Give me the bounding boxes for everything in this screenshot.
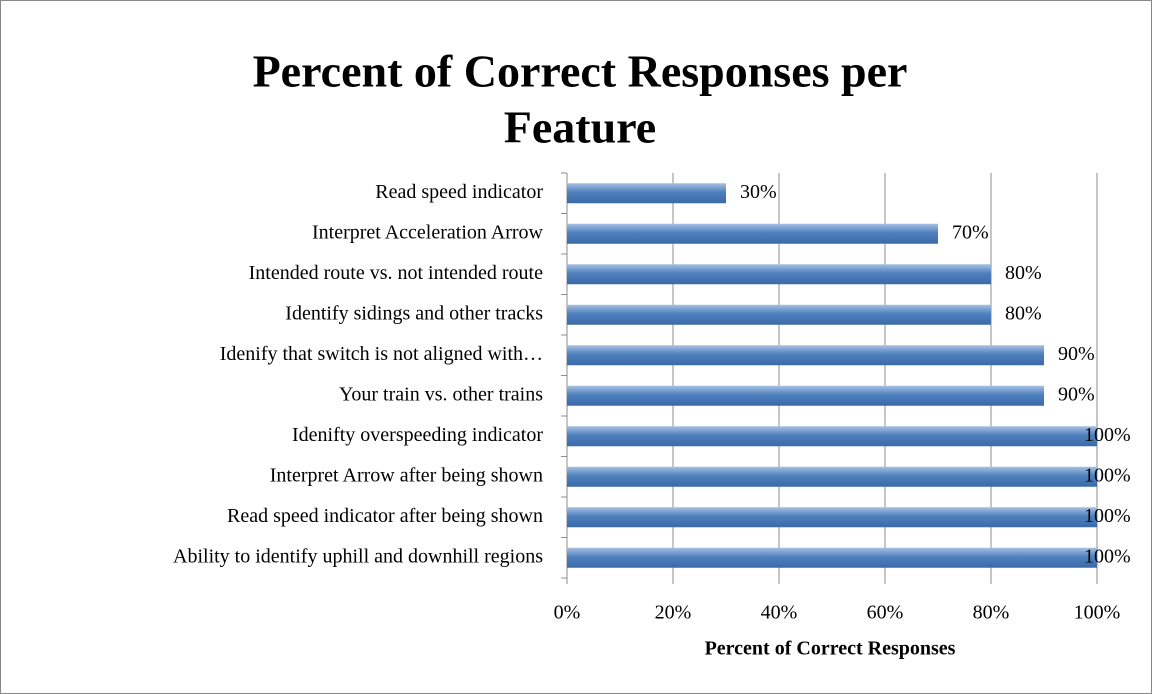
bar — [567, 264, 991, 285]
data-label: 100% — [1084, 545, 1131, 567]
data-label: 80% — [1005, 262, 1042, 284]
bar — [567, 507, 1097, 528]
y-tick-label: Idenify that switch is not aligned with… — [220, 343, 543, 365]
bar — [567, 223, 938, 244]
y-tick-label: Your train vs. other trains — [339, 383, 543, 405]
data-label: 100% — [1084, 464, 1131, 486]
data-label: 80% — [1005, 302, 1042, 324]
x-tick-label: 20% — [655, 602, 692, 624]
data-label: 100% — [1084, 424, 1131, 446]
y-tick-label: Read speed indicator — [375, 181, 543, 203]
bar — [567, 183, 726, 204]
data-label: 70% — [952, 221, 989, 243]
y-tick-label: Identify sidings and other tracks — [285, 302, 543, 324]
data-label: 90% — [1058, 343, 1095, 365]
x-tick-label: 100% — [1074, 602, 1121, 624]
data-label: 30% — [740, 181, 777, 203]
y-tick-label: Interpret Acceleration Arrow — [312, 221, 544, 243]
x-tick-label: 60% — [867, 602, 904, 624]
bar — [567, 385, 1044, 406]
bar — [567, 466, 1097, 487]
y-tick-label: Read speed indicator after being shown — [227, 505, 543, 527]
x-tick-label: 40% — [761, 602, 798, 624]
y-tick-label: Idenifty overspeeding indicator — [292, 424, 543, 446]
bar — [567, 426, 1097, 447]
y-tick-label: Ability to identify uphill and downhill … — [173, 545, 543, 567]
data-label: 100% — [1084, 505, 1131, 527]
chart-title: Feature — [504, 102, 656, 153]
bar — [567, 547, 1097, 568]
chart-title: Percent of Correct Responses per — [253, 46, 908, 97]
x-tick-label: 80% — [973, 602, 1010, 624]
data-label: 90% — [1058, 383, 1095, 405]
bar — [567, 304, 991, 325]
x-axis-title: Percent of Correct Responses — [705, 638, 956, 660]
y-tick-label: Interpret Arrow after being shown — [270, 464, 543, 486]
x-tick-label: 0% — [554, 602, 581, 624]
bar — [567, 345, 1044, 366]
y-tick-label: Intended route vs. not intended route — [249, 262, 543, 284]
